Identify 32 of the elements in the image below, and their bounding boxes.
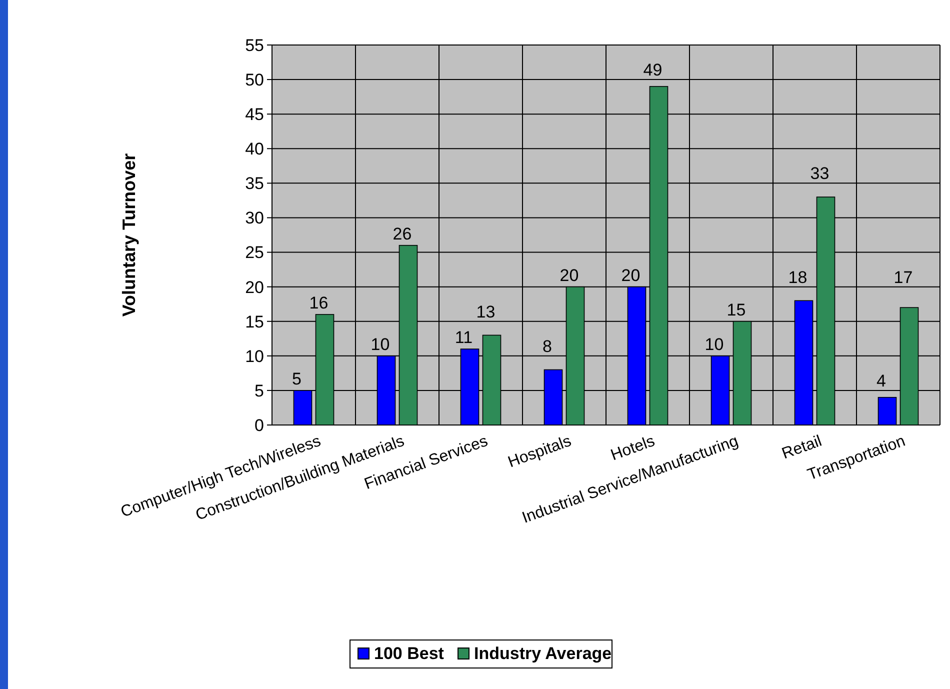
y-tick-label: 0 [254, 416, 264, 435]
data-label: 11 [454, 328, 473, 347]
y-tick-label: 45 [245, 105, 264, 124]
data-label: 16 [309, 293, 328, 312]
data-label: 10 [370, 334, 390, 354]
legend-label: 100 Best [374, 644, 444, 663]
y-tick-label: 35 [245, 174, 264, 194]
data-label: 13 [476, 302, 496, 322]
y-tick-label: 15 [245, 312, 264, 332]
data-label: 20 [621, 266, 640, 285]
data-label: 18 [788, 268, 808, 287]
data-label: 33 [810, 164, 830, 184]
data-label: 15 [726, 300, 746, 320]
y-tick-label: 20 [245, 278, 264, 297]
y-tick-label: 50 [245, 70, 264, 90]
data-label: 5 [292, 369, 302, 388]
legend-label: Industry Average [474, 644, 612, 663]
y-axis-title: Voluntary Turnover [119, 153, 139, 317]
y-tick-label: 30 [245, 208, 264, 228]
data-label: 4 [876, 371, 886, 390]
y-tick-label: 55 [245, 36, 264, 55]
bar [878, 396, 897, 426]
y-tick-label: 40 [245, 140, 264, 159]
data-label: 10 [704, 334, 724, 354]
y-tick-label: 5 [254, 381, 264, 400]
data-label: 20 [560, 266, 579, 285]
data-label: 8 [542, 336, 552, 356]
data-label: 26 [392, 224, 412, 244]
data-label: 49 [643, 60, 662, 80]
y-tick-label: 10 [245, 346, 264, 366]
y-tick-label: 25 [245, 243, 264, 262]
data-label: 17 [894, 268, 913, 287]
